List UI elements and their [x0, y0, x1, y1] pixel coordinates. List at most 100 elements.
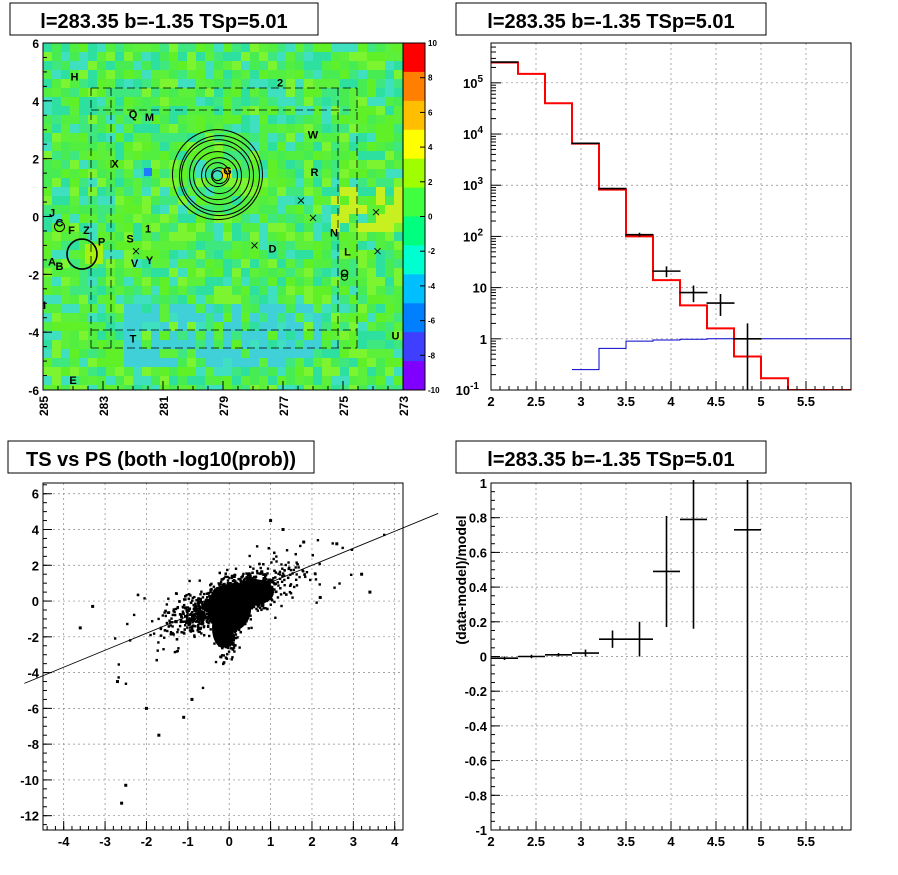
skymap-pixel	[187, 43, 196, 52]
skymap-pixel	[160, 196, 169, 205]
skymap-pixel	[358, 286, 367, 295]
skymap-pixel	[331, 43, 340, 52]
skymap-pixel	[232, 358, 241, 367]
skymap-pixel	[43, 313, 52, 322]
skymap-pixel	[187, 214, 196, 223]
skymap-pixel	[322, 205, 331, 214]
scatter-point	[243, 577, 246, 580]
skymap-pixel	[205, 79, 214, 88]
skymap-pixel	[88, 97, 97, 106]
scatter-point	[246, 573, 250, 577]
skymap-pixel	[340, 295, 349, 304]
skymap-pixel	[43, 250, 52, 259]
skymap-pixel	[151, 241, 160, 250]
skymap-pixel	[88, 214, 97, 223]
scatter-point	[196, 625, 200, 629]
skymap-pixel	[313, 151, 322, 160]
residual-xtick-label: 4	[667, 834, 675, 849]
skymap-pixel	[349, 205, 358, 214]
scatter-point	[273, 569, 276, 573]
scatter-point	[205, 601, 208, 604]
skymap-pixel	[349, 385, 358, 390]
skymap-pixel	[106, 214, 115, 223]
skymap-pixel	[232, 286, 241, 295]
skymap-pixel	[187, 79, 196, 88]
skymap-pixel	[313, 124, 322, 133]
skymap-pixel	[214, 133, 223, 142]
skymap-pixel	[259, 196, 268, 205]
skymap-pixel	[61, 313, 70, 322]
scatter-point	[281, 574, 284, 578]
skymap-pixel	[304, 331, 313, 340]
skymap-xtick-label: 279	[217, 396, 231, 416]
scatter-point	[199, 606, 203, 609]
skymap-pixel	[232, 214, 241, 223]
skymap-pixel	[286, 331, 295, 340]
skymap-pixel	[277, 376, 286, 385]
skymap-pixel	[169, 70, 178, 79]
skymap-pixel	[169, 376, 178, 385]
skymap-pixel	[187, 187, 196, 196]
scatter-point	[269, 519, 273, 523]
skymap-pixel	[178, 106, 187, 115]
skymap-pixel	[358, 106, 367, 115]
skymap-pixel	[169, 241, 178, 250]
skymap-pixel	[97, 385, 106, 390]
skymap-pixel	[304, 286, 313, 295]
skymap-pixel	[241, 196, 250, 205]
scatter-point	[260, 570, 264, 573]
skymap-pixel	[385, 205, 394, 214]
skymap-pixel	[52, 106, 61, 115]
skymap-pixel	[268, 322, 277, 331]
skymap-pixel	[160, 277, 169, 286]
skymap-pixel	[214, 142, 223, 151]
scatter-point	[219, 580, 223, 584]
skymap-pixel	[241, 178, 250, 187]
skymap-pixel	[106, 106, 115, 115]
skymap-pixel	[187, 124, 196, 133]
skymap-pixel	[385, 322, 394, 331]
scatter-point	[191, 599, 194, 602]
skymap-pixel	[133, 142, 142, 151]
scatter-point	[232, 636, 236, 639]
skymap-pixel	[61, 349, 70, 358]
skymap-pixel	[268, 196, 277, 205]
scatter-point	[293, 585, 296, 589]
skymap-pixel	[106, 376, 115, 385]
scatter-point	[78, 626, 82, 630]
skymap-pixel	[286, 232, 295, 241]
skymap-pixel	[196, 196, 205, 205]
skymap-pixel	[385, 358, 394, 367]
skymap-pixel	[295, 52, 304, 61]
scatter-point	[305, 570, 309, 574]
skymap-pixel	[376, 232, 385, 241]
skymap-pixel	[151, 268, 160, 277]
skymap-pixel	[205, 205, 214, 214]
scatter-xtick-label: 1	[267, 834, 274, 849]
skymap-pixel	[349, 106, 358, 115]
skymap-pixel	[160, 385, 169, 390]
skymap-pixel	[97, 223, 106, 232]
skymap-pixel	[52, 205, 61, 214]
skymap-pixel	[61, 178, 70, 187]
skymap-pixel	[331, 376, 340, 385]
skymap-pixel	[187, 97, 196, 106]
scatter-point	[266, 567, 270, 570]
skymap-pixel	[286, 340, 295, 349]
skymap-pixel	[70, 268, 79, 277]
skymap-pixel	[331, 295, 340, 304]
skymap-pixel	[97, 214, 106, 223]
skymap-pixel	[115, 286, 124, 295]
skymap-pixel	[124, 259, 133, 268]
skymap-pixel	[133, 232, 142, 241]
skymap-pixel	[340, 223, 349, 232]
residual-xtick-label: 4.5	[707, 834, 725, 849]
skymap-pixel	[250, 214, 259, 223]
skymap-pixel	[169, 142, 178, 151]
skymap-ring	[66, 238, 98, 270]
skymap-pixel	[250, 52, 259, 61]
scatter-point	[182, 603, 186, 607]
scatter-point	[232, 638, 235, 642]
skymap-pixel	[322, 223, 331, 232]
skymap-pixel	[340, 286, 349, 295]
